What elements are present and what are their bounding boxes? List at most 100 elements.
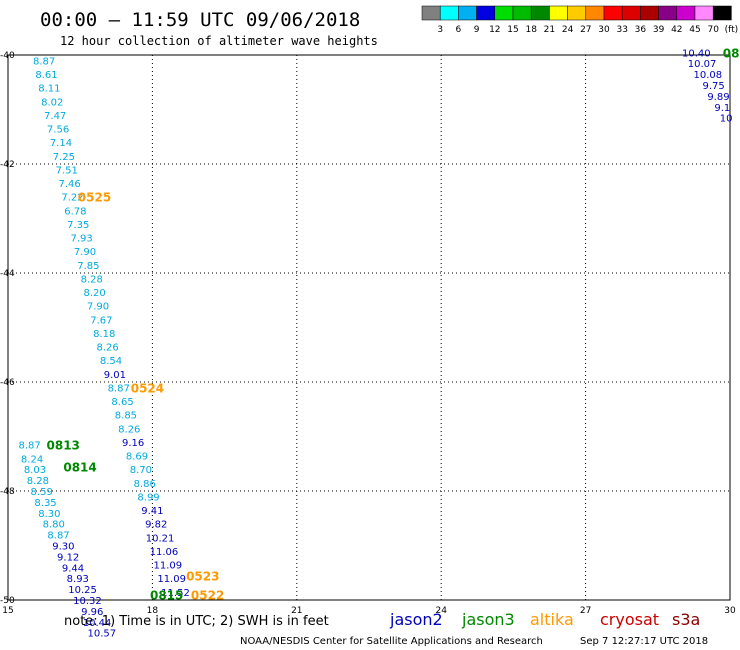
- wave-height-value: 8.26: [118, 424, 140, 435]
- wave-height-value: 9.12: [57, 552, 79, 563]
- scale-swatch: [549, 5, 568, 21]
- wave-height-value: 9.89: [707, 92, 729, 103]
- wave-height-value: 8.26: [97, 343, 119, 354]
- wave-height-value: 7.90: [87, 302, 109, 313]
- wave-height-value: 10: [720, 114, 733, 125]
- scale-swatch: [640, 5, 659, 21]
- wave-height-value: 8.61: [35, 70, 57, 81]
- scale-label: 12: [489, 25, 500, 35]
- wave-height-value: 10.57: [88, 629, 117, 640]
- wave-height-value: 9.1: [714, 103, 730, 114]
- pass-label: 0523: [186, 569, 219, 583]
- scale-label: 33: [616, 25, 627, 35]
- y-tick-label: -44: [0, 269, 15, 279]
- wave-height-values: 8.87 8.61 8.11 8.02 7.47 7.56 7.14 7.25 7.51 7.46…: [19, 48, 733, 639]
- units-note: note: 1) Time is in UTC; 2) SWH is in fe…: [64, 614, 329, 629]
- pass-labels: 0525 0524 0813 0814 0523 0522 0815 08: [47, 46, 740, 602]
- wave-height-value: 8.30: [38, 509, 60, 520]
- satellite-altika: altika: [530, 610, 574, 629]
- scale-label: 21: [544, 25, 555, 35]
- x-tick-label: 27: [580, 606, 591, 616]
- wave-height-value: 7.85: [77, 261, 99, 272]
- satellite-jason3: jason3: [461, 610, 515, 629]
- wave-height-value: 8.87: [19, 441, 41, 452]
- x-axis-ticks: 15 18 21 24 27 30: [2, 606, 736, 616]
- scale-swatch: [439, 5, 459, 21]
- scale-swatch: [512, 5, 532, 21]
- pass-label: 0524: [131, 381, 164, 395]
- scale-label: 15: [507, 25, 518, 35]
- scale-swatch: [421, 5, 441, 21]
- scale-swatch: [621, 5, 641, 21]
- wave-height-value: 7.46: [58, 179, 80, 190]
- y-tick-label: -40: [0, 51, 15, 61]
- scale-label: 3: [437, 25, 443, 35]
- color-scale-legend: 3 6 9 12 15 18 21 24 27 30 33 36 39 42 45 70 (ft): [421, 5, 739, 35]
- pass-label: 0522: [191, 589, 224, 603]
- wave-height-value: 8.87: [47, 531, 69, 542]
- scale-swatch: [585, 5, 605, 21]
- generated-timestamp: Sep 7 12:27:17 UTC 2018: [580, 636, 708, 647]
- scale-swatch: [494, 5, 514, 21]
- y-tick-label: -46: [0, 378, 15, 388]
- pass-label: 0813: [47, 439, 80, 453]
- wave-height-value: 10.40: [682, 48, 711, 59]
- wave-height-value: 10.08: [694, 70, 723, 81]
- scale-label: 6: [456, 25, 462, 35]
- wave-height-value: 7.90: [74, 247, 96, 258]
- wave-height-value: 7.14: [50, 138, 72, 149]
- scale-swatch: [694, 5, 714, 21]
- scale-label: 70: [707, 25, 719, 35]
- scale-swatch: [603, 5, 623, 21]
- wave-height-value: 9.96: [81, 607, 103, 618]
- y-tick-label: -42: [0, 160, 15, 170]
- wave-height-value: 8.87: [33, 56, 55, 67]
- plot-area: 15 18 21 24 27 30 -40 -42 -44 -46 -48 -50 8.87 8.61…: [0, 46, 739, 639]
- satellite-cryosat: cryosat: [600, 610, 659, 629]
- wave-height-value: 10.07: [688, 59, 717, 70]
- x-tick-label: 30: [724, 606, 736, 616]
- wave-height-value: 7.56: [47, 125, 69, 136]
- wave-height-value: 7.22: [61, 193, 83, 204]
- wave-height-value: 7.35: [67, 220, 89, 231]
- wave-height-value: 7.93: [71, 234, 93, 245]
- scale-swatch: [712, 5, 732, 21]
- map-subtitle: 12 hour collection of altimeter wave hei…: [60, 34, 378, 48]
- wave-height-value: 9.16: [122, 438, 144, 449]
- scale-swatch: [567, 5, 587, 21]
- scale-label: (ft): [725, 25, 739, 35]
- wave-height-value: 8.93: [67, 574, 89, 585]
- wave-height-value: 8.28: [27, 476, 49, 487]
- credit-line: NOAA/NESDIS Center for Satellite Applica…: [240, 636, 543, 647]
- scale-swatch: [658, 5, 678, 21]
- pass-label: 08: [723, 46, 740, 60]
- x-tick-label: 15: [2, 606, 13, 616]
- scale-swatch: [530, 5, 550, 21]
- x-tick-label: 18: [147, 606, 159, 616]
- wave-height-value: 8.99: [137, 492, 159, 503]
- wave-height-value: 10.32: [73, 596, 102, 607]
- scale-label: 39: [653, 25, 665, 35]
- wave-height-value: 7.51: [56, 165, 78, 176]
- wave-height-value: 9.82: [145, 520, 167, 531]
- wave-height-value: 8.02: [41, 97, 63, 108]
- scale-swatch: [676, 5, 696, 21]
- wave-height-value: 10.44: [83, 618, 112, 629]
- wave-height-value: 6.78: [64, 206, 86, 217]
- y-axis-ticks: -40 -42 -44 -46 -48 -50: [0, 51, 15, 606]
- wave-height-value: 8.35: [34, 498, 56, 509]
- wave-height-value: 7.67: [90, 315, 112, 326]
- scale-label: 9: [474, 25, 480, 35]
- wave-height-value: 10.21: [146, 533, 175, 544]
- wave-height-value: 10.25: [68, 585, 97, 596]
- pass-label: 0814: [63, 460, 96, 474]
- wave-height-value: 8.28: [81, 274, 103, 285]
- scale-label: 45: [689, 25, 700, 35]
- x-tick-label: 21: [291, 606, 302, 616]
- wave-height-value: 8.69: [126, 452, 148, 463]
- wave-height-value: 7.25: [53, 152, 75, 163]
- pass-label: 0525: [78, 191, 111, 205]
- wave-height-value: 9.44: [62, 563, 84, 574]
- wave-height-value: 8.85: [115, 411, 137, 422]
- satellite-jason2: jason2: [389, 610, 443, 629]
